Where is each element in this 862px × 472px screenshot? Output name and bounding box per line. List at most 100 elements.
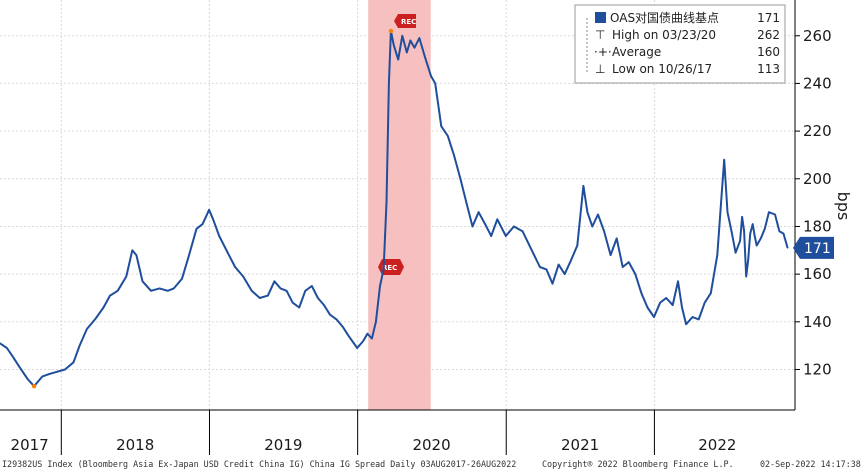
y-axis-ticks: 120 140 160 180 200 220 240 260: [795, 27, 832, 378]
series-point: [195, 228, 198, 230]
series-point: [539, 266, 541, 268]
series-point: [86, 328, 88, 330]
series-point: [323, 304, 325, 306]
series-point: [677, 280, 679, 282]
series-point: [291, 302, 294, 304]
footer-source: I29382US Index (Bloomberg Asia Ex-Japan …: [2, 459, 516, 469]
series-point: [691, 316, 694, 318]
series-point: [0, 342, 1, 344]
series-point: [477, 211, 480, 213]
series-point: [424, 56, 426, 58]
series-point: [782, 232, 785, 235]
series-point: [726, 211, 729, 213]
series-point: [749, 232, 751, 235]
series-point: [158, 287, 161, 290]
series-point: [141, 280, 144, 282]
y-tick-label: 240: [803, 74, 832, 92]
legend-series-value: 171: [757, 11, 780, 25]
y-tick-label: 220: [803, 122, 832, 140]
series-point: [764, 228, 766, 230]
series-point: [685, 323, 687, 325]
series-point: [653, 316, 655, 318]
y-tick-label: 140: [803, 313, 832, 331]
series-point: [786, 247, 789, 249]
series-point: [242, 275, 244, 278]
x-year-label: 2022: [698, 436, 736, 454]
series-point: [440, 125, 442, 128]
y-tick-label: 180: [803, 217, 832, 235]
series-point: [329, 313, 331, 316]
series-point: [760, 237, 762, 240]
last-value-label: 171: [804, 241, 831, 257]
series-point: [371, 337, 373, 340]
series-point: [362, 340, 365, 342]
series-point: [385, 201, 388, 204]
series-point: [187, 256, 190, 259]
legend-low-value: 113: [757, 62, 780, 76]
legend-low-icon: ⊥: [595, 62, 605, 76]
series-point: [418, 37, 421, 39]
footer-copyright: Copyright® 2022 Bloomberg Finance L.P.: [542, 459, 734, 469]
series-point: [615, 237, 618, 240]
series-point: [409, 39, 412, 42]
series-point: [102, 306, 105, 309]
series-point: [681, 306, 683, 309]
legend-average-value: 160: [757, 45, 780, 59]
series-point: [48, 373, 50, 375]
series-point: [586, 211, 589, 213]
legend-high-label: High on 03/23/20: [612, 28, 716, 42]
series-point: [745, 275, 747, 278]
series-point: [603, 230, 605, 232]
series-point: [753, 235, 756, 237]
series-point: [173, 287, 175, 290]
series-point: [768, 211, 770, 213]
series-point: [279, 287, 282, 290]
series-point: [304, 290, 306, 292]
series-point: [201, 223, 204, 225]
series-point: [774, 213, 776, 216]
y-tick-label: 200: [803, 170, 832, 188]
series-point: [117, 290, 119, 292]
series-point: [723, 159, 725, 161]
legend-box: [574, 4, 786, 84]
series-point: [734, 251, 737, 254]
series-point: [697, 318, 700, 321]
series-point: [513, 225, 515, 228]
legend-high-value: 262: [757, 28, 780, 42]
series-point: [628, 261, 630, 263]
series-point: [521, 230, 524, 232]
series-point: [393, 44, 395, 46]
y-tick-label: 160: [803, 265, 832, 283]
series-point: [634, 273, 637, 275]
series-point: [311, 285, 313, 287]
series-point: [366, 333, 369, 335]
series-point: [646, 306, 649, 309]
legend-low-label: Low on 10/26/17: [612, 62, 712, 76]
series-point: [250, 290, 253, 292]
series-point: [434, 82, 436, 85]
legend-average-icon: ·+·: [594, 45, 612, 59]
rec-flag-top-label: REC: [401, 18, 416, 26]
series-point: [490, 235, 492, 237]
series-point: [730, 230, 733, 232]
legend-high-icon: ⊤: [595, 28, 605, 42]
series-point: [41, 375, 43, 378]
series-point: [597, 213, 599, 216]
legend-average-label: Average: [612, 45, 661, 59]
series-point: [267, 294, 269, 297]
series-point: [551, 282, 554, 285]
series-point: [72, 361, 75, 364]
series-point: [591, 225, 593, 228]
series-point: [545, 268, 548, 271]
series-point: [64, 368, 66, 371]
recession-shading: [368, 0, 431, 410]
series-point: [704, 302, 706, 304]
x-year-label: 2021: [561, 436, 599, 454]
rec-flag-bottom-label: REC: [382, 264, 397, 272]
series-point: [465, 201, 468, 204]
series-point: [348, 335, 350, 337]
series-point: [496, 218, 499, 221]
series-point: [640, 292, 643, 294]
series-point: [335, 318, 338, 321]
